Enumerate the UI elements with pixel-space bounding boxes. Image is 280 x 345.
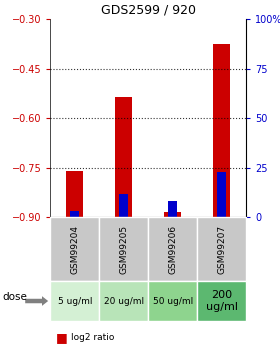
Text: 200
ug/ml: 200 ug/ml: [206, 290, 238, 312]
Title: GDS2599 / 920: GDS2599 / 920: [101, 3, 196, 17]
Bar: [115, 97, 132, 217]
Text: log2 ratio: log2 ratio: [71, 333, 115, 342]
Text: 20 ug/ml: 20 ug/ml: [104, 296, 144, 306]
Text: dose: dose: [3, 292, 28, 302]
Text: ■: ■: [56, 331, 68, 344]
Text: GSM99207: GSM99207: [217, 225, 227, 274]
Bar: [169, 201, 177, 217]
Bar: [120, 194, 128, 217]
Text: 5 ug/ml: 5 ug/ml: [58, 296, 92, 306]
Bar: [66, 171, 83, 217]
Bar: [71, 211, 79, 217]
Bar: [213, 44, 230, 217]
Text: GSM99206: GSM99206: [168, 225, 178, 274]
Bar: [218, 172, 226, 217]
Text: 50 ug/ml: 50 ug/ml: [153, 296, 193, 306]
Text: GSM99204: GSM99204: [70, 225, 80, 274]
Bar: [164, 213, 181, 217]
Text: GSM99205: GSM99205: [119, 225, 129, 274]
